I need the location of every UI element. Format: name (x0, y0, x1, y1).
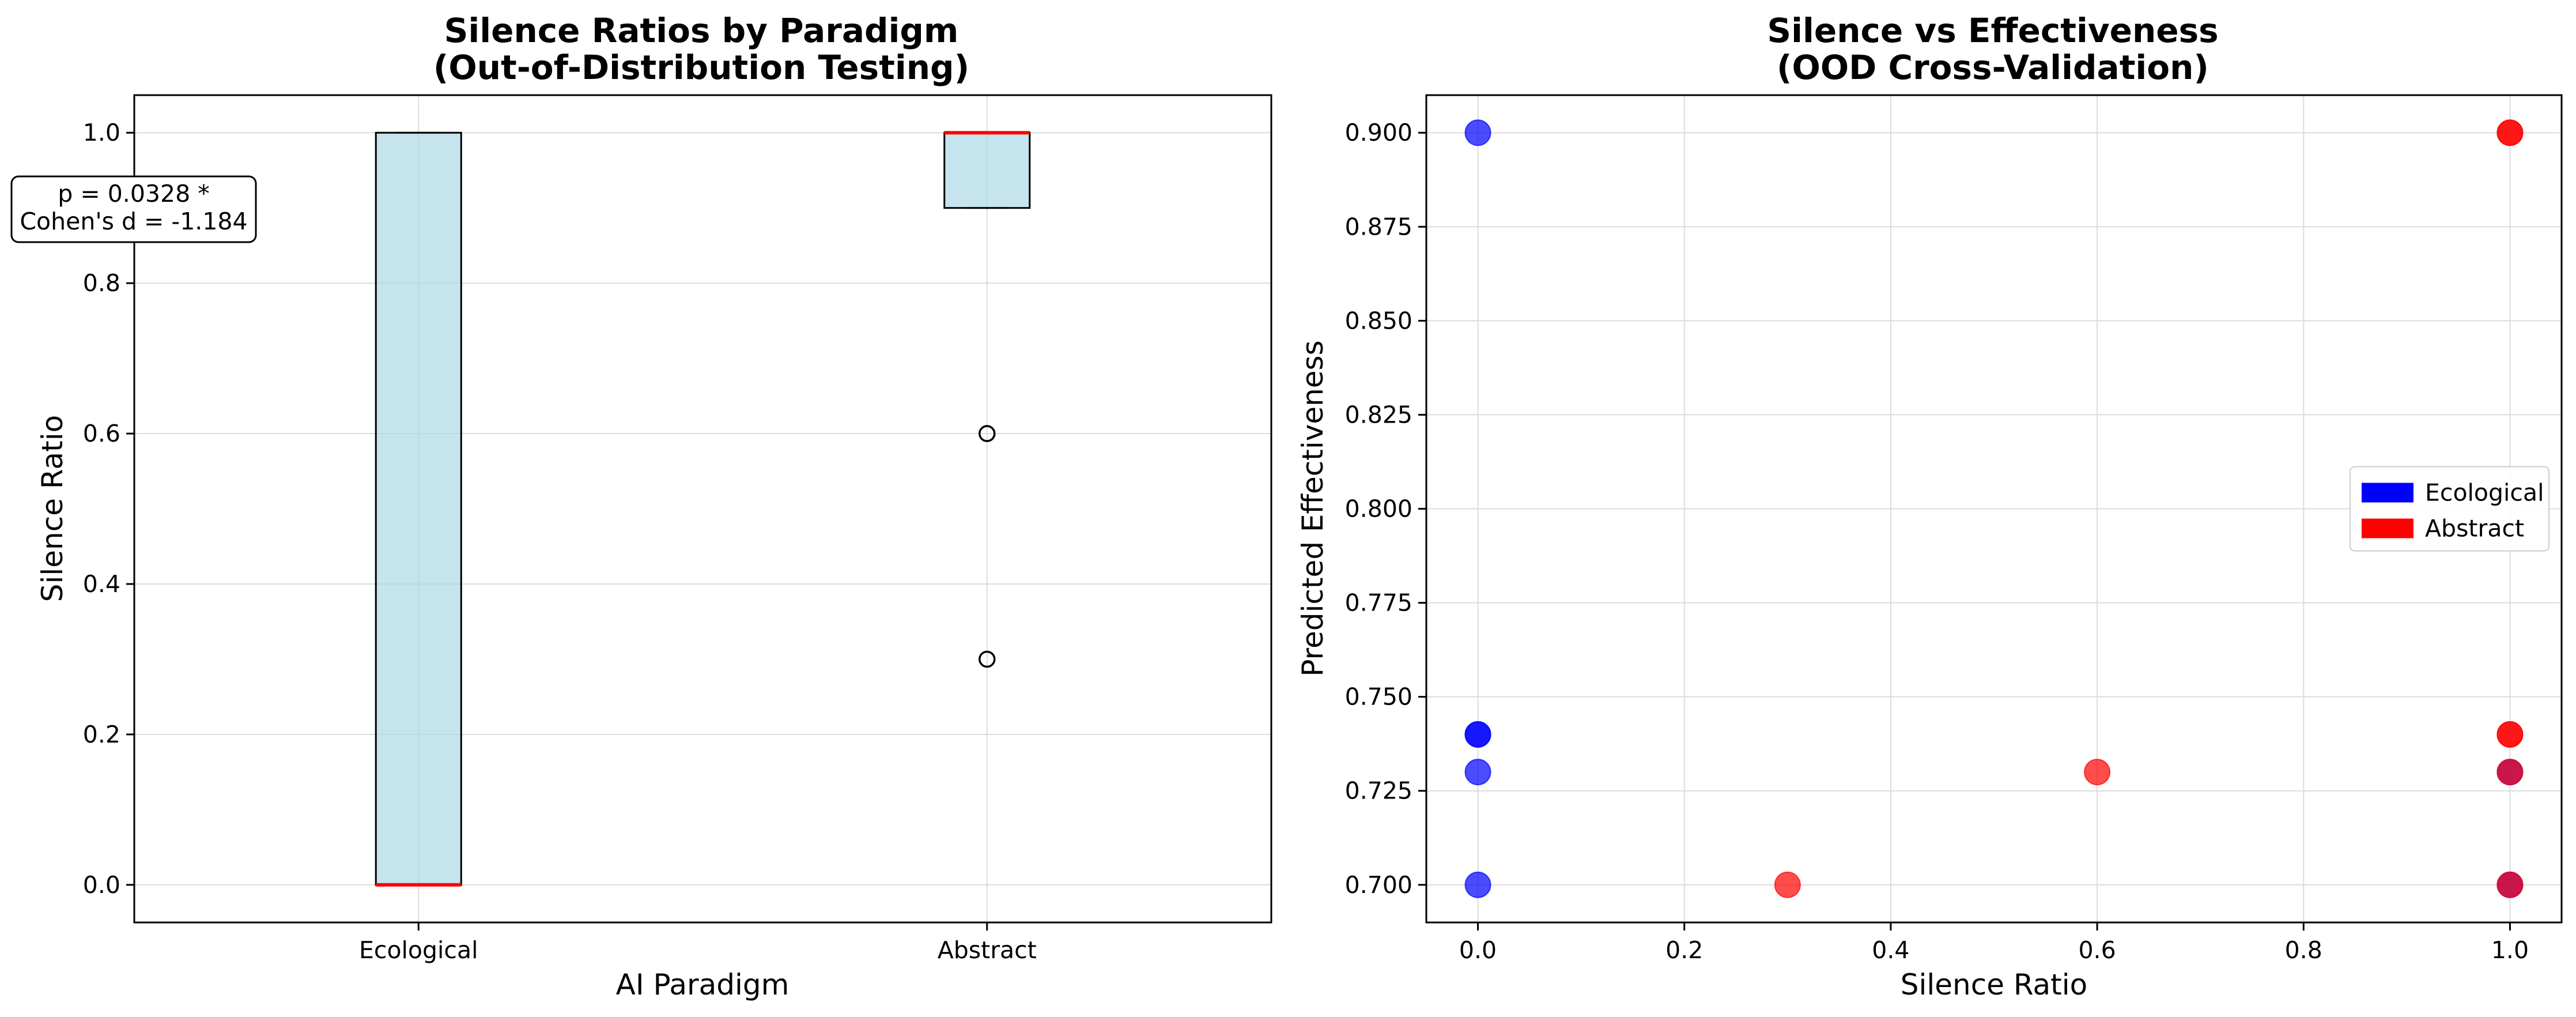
p-value-text: p = 0.0328 * (58, 180, 209, 208)
stats-annotation: p = 0.0328 * Cohen's d = -1.184 (10, 175, 257, 243)
boxplot-y-tick-label: 0.8 (83, 269, 120, 297)
scatter-x-ticks: 0.0 0.2 0.4 0.6 0.8 1.0 (1459, 922, 2529, 964)
scatter-y-tick-label: 0.875 (1345, 213, 1412, 240)
scatter-y-tick-label: 0.725 (1345, 777, 1412, 805)
legend-label-ecological: Ecological (2425, 479, 2544, 507)
scatter-title-line1: Silence vs Effectiveness (1767, 11, 2218, 50)
scatter-point-ecological (1464, 721, 1491, 748)
scatter-point-abstract (2496, 759, 2524, 786)
scatter-y-ticks: 0.700 0.725 0.750 0.775 0.800 0.825 0.850 0.875… (1345, 119, 1426, 899)
scatter-y-tick-label: 0.800 (1345, 495, 1412, 523)
boxplot-y-tick-label: 0.0 (83, 871, 120, 899)
scatter-legend: Ecological Abstract (2350, 466, 2549, 552)
boxplot-y-tick-label: 0.2 (83, 721, 120, 748)
scatter-y-tick-label: 0.775 (1345, 589, 1412, 617)
boxplot-grid (134, 95, 1271, 922)
legend-label-abstract: Abstract (2425, 515, 2524, 543)
boxplot-box-abstract (943, 131, 1031, 209)
boxplot-title-line2: (Out-of-Distribution Testing) (433, 48, 969, 87)
scatter-y-tick-label: 0.900 (1345, 119, 1412, 146)
boxplot-frame (133, 94, 1272, 924)
boxplot-x-axis-label: AI Paradigm (616, 968, 790, 1001)
scatter-panel: Silence vs Effectiveness (OOD Cross-Vali… (1296, 11, 2563, 1001)
stats-annotation-box (10, 175, 257, 243)
scatter-point-abstract (2496, 721, 2524, 748)
scatter-y-axis-label: Predicted Effectiveness (1296, 340, 1329, 676)
scatter-y-tick-label: 0.850 (1345, 307, 1412, 334)
cohens-d-text: Cohen's d = -1.184 (20, 208, 247, 235)
boxplot-panel: Silence Ratios by Paradigm (Out-of-Distr… (10, 11, 1272, 1001)
boxplot-y-axis-label: Silence Ratio (36, 415, 69, 602)
scatter-point-abstract (2496, 119, 2524, 146)
scatter-points (1464, 119, 2524, 898)
scatter-x-tick-label: 0.2 (1665, 936, 1703, 964)
boxplot-y-tick-label: 1.0 (83, 119, 120, 146)
boxplot-box-ecological (375, 131, 462, 886)
scatter-point-ecological (1464, 119, 1491, 146)
scatter-x-tick-label: 0.8 (2285, 936, 2322, 964)
boxplot-x-ticks: Ecological Abstract (359, 922, 1037, 964)
boxplot-title-line1: Silence Ratios by Paradigm (444, 11, 959, 50)
boxplot-x-tick-label: Abstract (938, 936, 1037, 964)
scatter-point-ecological (1464, 871, 1491, 898)
boxplot-y-ticks: 0.0 0.2 0.4 0.6 0.8 1.0 (83, 119, 134, 899)
scatter-title-line2: (OOD Cross-Validation) (1777, 48, 2209, 87)
boxplot-y-tick-label: 0.4 (83, 570, 120, 598)
scatter-x-tick-label: 0.6 (2078, 936, 2116, 964)
scatter-x-tick-label: 1.0 (2491, 936, 2529, 964)
boxplot-y-tick-label: 0.6 (83, 420, 120, 447)
scatter-point-abstract (2496, 871, 2524, 898)
boxplot-outlier (979, 650, 996, 668)
scatter-point-abstract (2084, 759, 2111, 786)
scatter-x-axis-label: Silence Ratio (1901, 968, 2088, 1001)
legend-swatch-ecological (2362, 483, 2413, 503)
boxplot-x-tick-label: Ecological (359, 936, 478, 964)
boxplot-outlier (979, 425, 996, 442)
scatter-x-tick-label: 0.4 (1872, 936, 1909, 964)
scatter-y-tick-label: 0.700 (1345, 871, 1412, 899)
scatter-point-abstract (1774, 871, 1801, 898)
legend-swatch-abstract (2362, 518, 2413, 538)
boxplot-marks (375, 131, 1031, 887)
scatter-y-tick-label: 0.750 (1345, 683, 1412, 711)
scatter-x-tick-label: 0.0 (1459, 936, 1497, 964)
scatter-point-ecological (1464, 759, 1491, 786)
scatter-y-tick-label: 0.825 (1345, 401, 1412, 428)
